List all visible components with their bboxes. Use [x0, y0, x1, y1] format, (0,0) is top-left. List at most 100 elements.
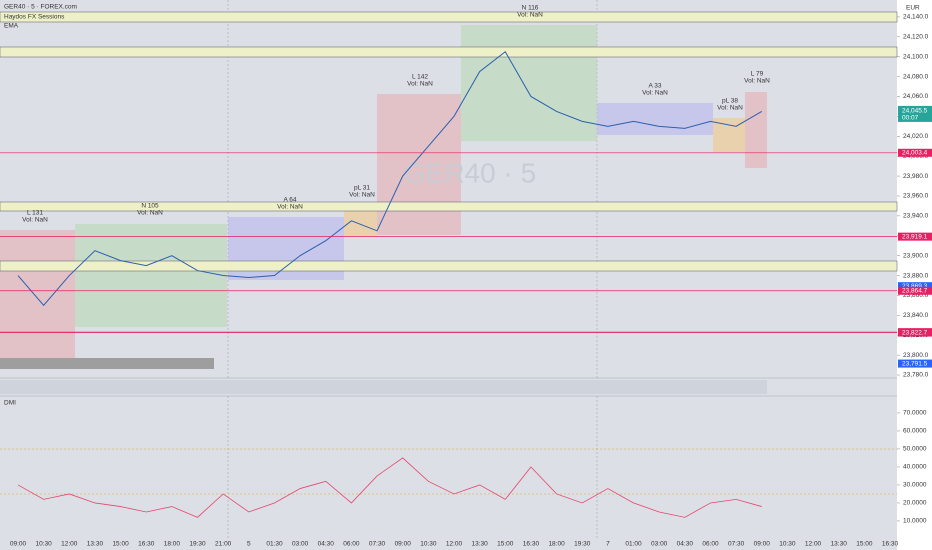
annotation-sub: Vol: NaN	[517, 12, 543, 19]
x-tick-label: 09:00	[395, 541, 412, 548]
annotation-sub: Vol: NaN	[137, 210, 163, 217]
x-tick-label: 13:30	[87, 541, 104, 548]
session-box	[745, 92, 767, 168]
y-tick-label: 23,780.0	[903, 372, 929, 379]
annotation: L 131	[27, 210, 43, 217]
x-tick-label: 19:30	[574, 541, 591, 548]
annotation-sub: Vol: NaN	[277, 204, 303, 211]
x-tick-label: 18:00	[548, 541, 565, 548]
y-tick-label: 10.0000	[903, 518, 927, 525]
y-tick-label: 24,060.0	[903, 93, 929, 100]
y-tick-label: 23,980.0	[903, 173, 929, 180]
annotation: A 64	[283, 197, 296, 204]
y-tick-label: 30.0000	[903, 482, 927, 489]
annotation-sub: Vol: NaN	[744, 78, 770, 85]
x-tick-label: 16:30	[882, 541, 899, 548]
x-tick-label: 04:30	[677, 541, 694, 548]
x-tick-label: 15:00	[497, 541, 514, 548]
annotation: L 142	[412, 74, 428, 81]
y-tick-label: 23,880.0	[903, 272, 929, 279]
range-box	[0, 358, 214, 369]
y-tick-label: 24,120.0	[903, 34, 929, 41]
x-tick-label: 09:00	[754, 541, 771, 548]
x-tick-label: 09:00	[10, 541, 27, 548]
x-tick-label: 06:00	[343, 541, 360, 548]
price-tag	[898, 328, 932, 337]
x-tick-label: 01:30	[266, 541, 283, 548]
x-tick-label: 15:00	[856, 541, 873, 548]
annotation: N 105	[141, 203, 159, 210]
y-tick-label: 40.0000	[903, 464, 927, 471]
x-tick-label: 12:00	[61, 541, 78, 548]
y-tick-label: 23,960.0	[903, 193, 929, 200]
annotation: A 33	[648, 83, 661, 90]
price-tag	[898, 148, 932, 157]
x-tick-label: 7	[606, 541, 610, 548]
pane-label: DMI	[4, 400, 16, 407]
zone	[0, 201, 898, 212]
x-tick-label: 18:00	[164, 541, 181, 548]
watermark: GER40 · 5	[404, 157, 536, 188]
y-tick-label: 23,840.0	[903, 312, 929, 319]
x-tick-label: 21:00	[215, 541, 232, 548]
x-tick-label: 13:30	[472, 541, 489, 548]
y-tick-label: 60.0000	[903, 428, 927, 435]
y-tick-label: 23,800.0	[903, 352, 929, 359]
session-box	[461, 25, 597, 141]
x-tick-label: 19:30	[189, 541, 206, 548]
annotation: pL 31	[354, 185, 370, 192]
annotation-sub: Vol: NaN	[407, 81, 433, 88]
y-tick-label: 23,860.0	[903, 292, 929, 299]
y-tick-label: 70.0000	[903, 410, 927, 417]
symbol: GER40 · 5 · FOREX.com	[4, 4, 77, 11]
x-tick-label: 10:30	[36, 541, 53, 548]
x-tick-label: 01:00	[625, 541, 642, 548]
annotation-sub: Vol: NaN	[642, 90, 668, 97]
price-tag	[898, 282, 932, 291]
y-tick-label: 20.0000	[903, 500, 927, 507]
price-tag-label: 23,869.3	[902, 283, 928, 290]
price-tag-label: 23,919.1	[902, 233, 928, 240]
annotation: L 79	[751, 71, 764, 78]
current-price: 24,045.5	[902, 108, 928, 115]
stoch-pane	[0, 380, 767, 394]
x-tick-label: 03:00	[292, 541, 309, 548]
x-tick-label: 12:00	[805, 541, 822, 548]
y-tick-label: 24,080.0	[903, 73, 929, 80]
y-tick-label: 23,940.0	[903, 213, 929, 220]
x-tick-label: 10:30	[420, 541, 437, 548]
x-tick-label: 07:30	[728, 541, 745, 548]
x-tick-label: 06:00	[702, 541, 719, 548]
price-tag	[898, 232, 932, 241]
price-tag	[898, 359, 932, 368]
indicator: EMA	[4, 23, 19, 30]
annotation-sub: Vol: NaN	[22, 217, 48, 224]
zone	[0, 11, 898, 23]
price-tag	[898, 286, 932, 295]
price-tag-label: 24,003.4	[902, 150, 928, 157]
x-tick-label: 15:00	[112, 541, 129, 548]
price-axis	[897, 0, 932, 550]
y-tick-label: 23,900.0	[903, 252, 929, 259]
current-price-tag	[898, 105, 932, 122]
x-tick-label: 16:30	[523, 541, 540, 548]
session-box	[377, 94, 461, 235]
x-tick-label: 16:30	[138, 541, 155, 548]
currency[interactable]: EUR	[906, 5, 920, 12]
annotation: pL 38	[722, 98, 738, 105]
x-tick-label: 13:30	[831, 541, 848, 548]
price-tag-label: 23,822.7	[902, 329, 928, 336]
y-tick-label: 24,100.0	[903, 53, 929, 60]
annotation-sub: Vol: NaN	[349, 192, 375, 199]
x-tick-label: 04:30	[318, 541, 335, 548]
x-tick-label: 10:30	[779, 541, 796, 548]
series-line	[17, 457, 762, 518]
session-box	[75, 224, 227, 327]
y-tick-label: 24,140.0	[903, 14, 929, 21]
series-line	[17, 50, 763, 307]
annotation-sub: Vol: NaN	[717, 105, 743, 112]
y-tick-label: 24,020.0	[903, 133, 929, 140]
price-tag-label: 23,864.7	[902, 287, 928, 294]
annotation: N 116	[522, 5, 539, 12]
